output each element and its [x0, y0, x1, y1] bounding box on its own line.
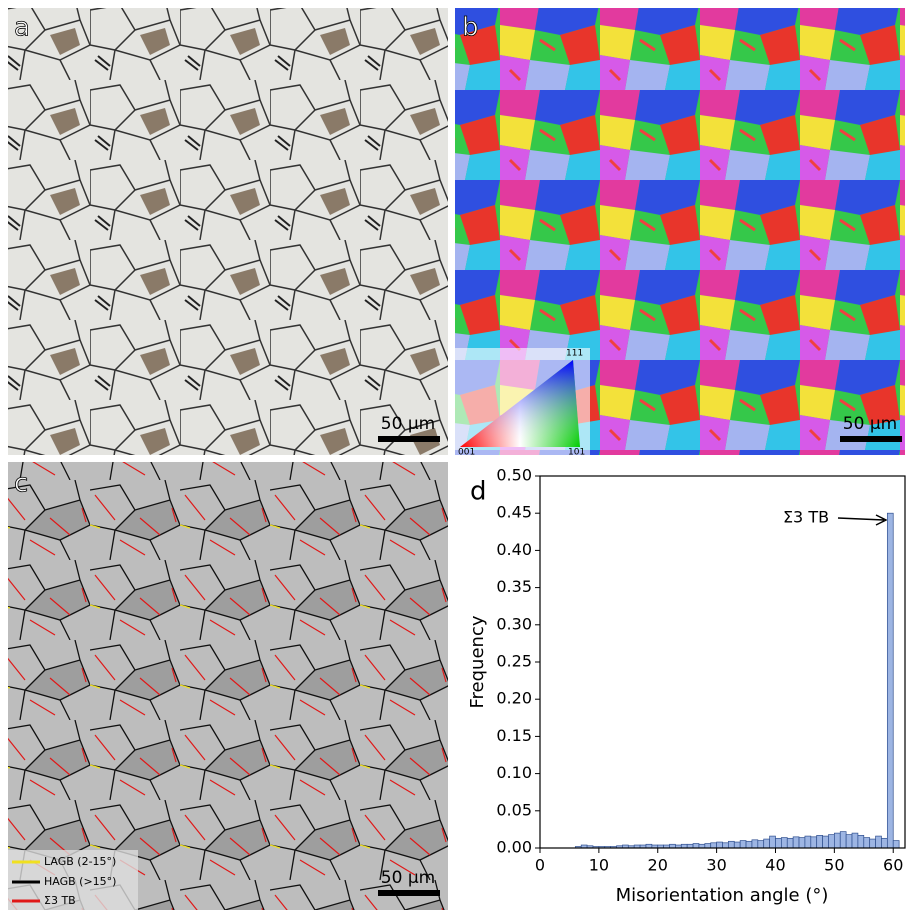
boundary-map: [8, 462, 448, 910]
bar: [711, 843, 717, 848]
bar: [787, 838, 793, 848]
y-tick-label: 0.15: [496, 726, 532, 745]
ipf-label: 001: [458, 448, 475, 458]
plot-frame: [540, 476, 905, 848]
panel-a: a 50 μm: [8, 8, 448, 455]
bar: [723, 843, 729, 848]
ipf-label: 111: [566, 349, 583, 359]
scale-bar: [378, 890, 440, 896]
panel-c: c LAGB (2-15°) HAGB (>15°) Σ3 TB 50 μm: [8, 462, 448, 910]
annotation-arrow: [838, 515, 886, 525]
y-tick-label: 0.45: [496, 503, 532, 522]
x-tick-label: 10: [589, 856, 609, 875]
bar: [834, 833, 840, 848]
scale-bar-label: 50 μm: [381, 868, 435, 888]
y-tick-label: 0.25: [496, 652, 532, 671]
bar: [881, 838, 887, 848]
x-tick-label: 20: [648, 856, 668, 875]
legend-label: LAGB (2-15°): [44, 855, 116, 868]
bar: [828, 835, 834, 848]
legend-label: HAGB (>15°): [44, 875, 116, 888]
bar: [858, 835, 864, 848]
micrograph: [8, 8, 448, 455]
bar: [864, 838, 870, 848]
y-tick-label: 0.30: [496, 614, 532, 633]
panel-label: d: [470, 477, 487, 507]
y-axis-label: Frequency: [467, 615, 488, 708]
panel-label: c: [14, 469, 28, 499]
panel-b: b 001 101 111 50 μm: [455, 8, 905, 458]
bar: [758, 841, 764, 848]
x-tick-label: 50: [824, 856, 844, 875]
x-axis-label: Misorientation angle (°): [616, 885, 829, 906]
bar: [770, 836, 776, 848]
bar: [775, 838, 781, 848]
y-tick-label: 0.50: [496, 466, 532, 485]
y-tick-label: 0.35: [496, 577, 532, 596]
x-tick-label: 30: [706, 856, 726, 875]
annotation: Σ3 TB: [783, 508, 829, 527]
panel-label: a: [14, 13, 30, 43]
bar: [817, 835, 823, 848]
figure: a 50 μm b 001 101 111 50 μm c LAGB (2-15…: [0, 0, 907, 914]
bar: [799, 838, 805, 848]
panel-label: b: [462, 13, 479, 43]
y-tick-label: 0.40: [496, 540, 532, 559]
bar: [805, 836, 811, 848]
y-tick-label: 0.05: [496, 800, 532, 819]
bar: [717, 842, 723, 848]
scale-bar-label: 50 μm: [843, 414, 897, 434]
scale-bar: [840, 436, 902, 442]
bar: [811, 837, 817, 848]
x-tick-label: 0: [535, 856, 545, 875]
bar: [746, 841, 752, 848]
bar: [752, 840, 758, 848]
bar: [852, 833, 858, 848]
bar: [893, 841, 899, 848]
bar: [887, 513, 893, 848]
scale-bar-label: 50 μm: [381, 414, 435, 434]
bar: [693, 844, 699, 848]
bar: [823, 836, 829, 848]
bar: [793, 837, 799, 848]
ipf-label: 101: [568, 448, 585, 458]
bar: [764, 839, 770, 848]
x-tick-label: 60: [883, 856, 903, 875]
scale-bar: [378, 436, 440, 442]
bar: [734, 842, 740, 848]
bar: [781, 838, 787, 848]
bar: [876, 836, 882, 848]
bar: [705, 844, 711, 848]
panel-d: d Frequency Misorientation angle (°) Σ3 …: [467, 466, 905, 907]
y-tick-label: 0.10: [496, 763, 532, 782]
x-tick-label: 40: [765, 856, 785, 875]
y-tick-label: 0.20: [496, 689, 532, 708]
bar: [840, 832, 846, 848]
legend-label: Σ3 TB: [44, 894, 76, 907]
bar: [846, 835, 852, 848]
bar: [870, 839, 876, 848]
bar: [728, 841, 734, 848]
bar: [740, 841, 746, 848]
y-tick-label: 0.00: [496, 838, 532, 857]
